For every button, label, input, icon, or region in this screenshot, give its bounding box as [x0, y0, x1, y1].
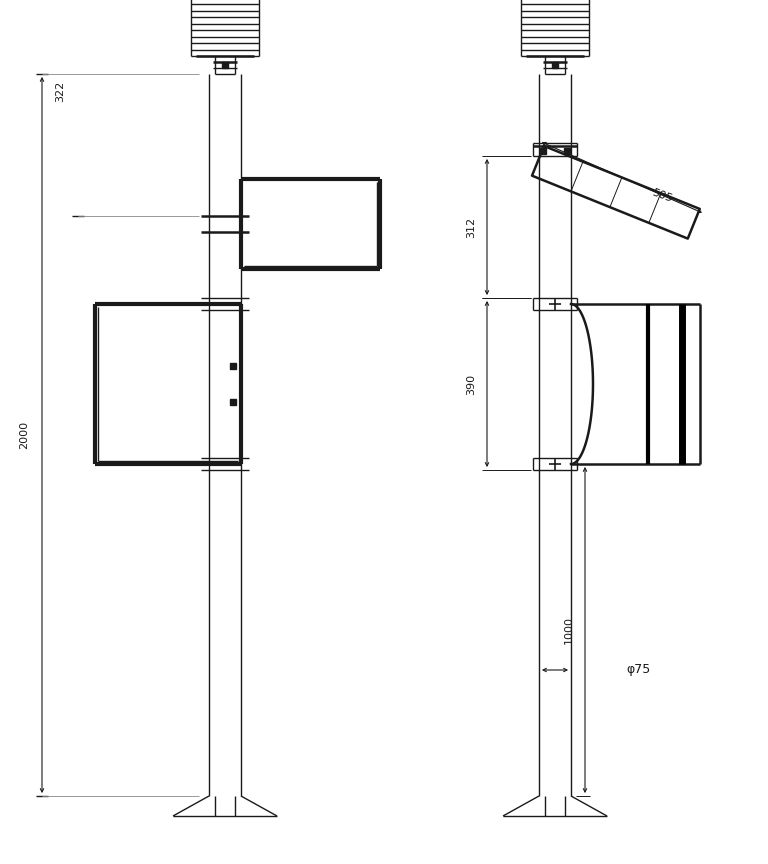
Text: 312: 312 [466, 217, 476, 238]
Text: 390: 390 [466, 373, 476, 395]
Text: 2000: 2000 [19, 421, 29, 449]
Text: 1000: 1000 [564, 616, 574, 644]
Text: 322: 322 [55, 80, 65, 102]
Text: φ75: φ75 [626, 664, 650, 677]
Text: 505: 505 [650, 187, 674, 204]
